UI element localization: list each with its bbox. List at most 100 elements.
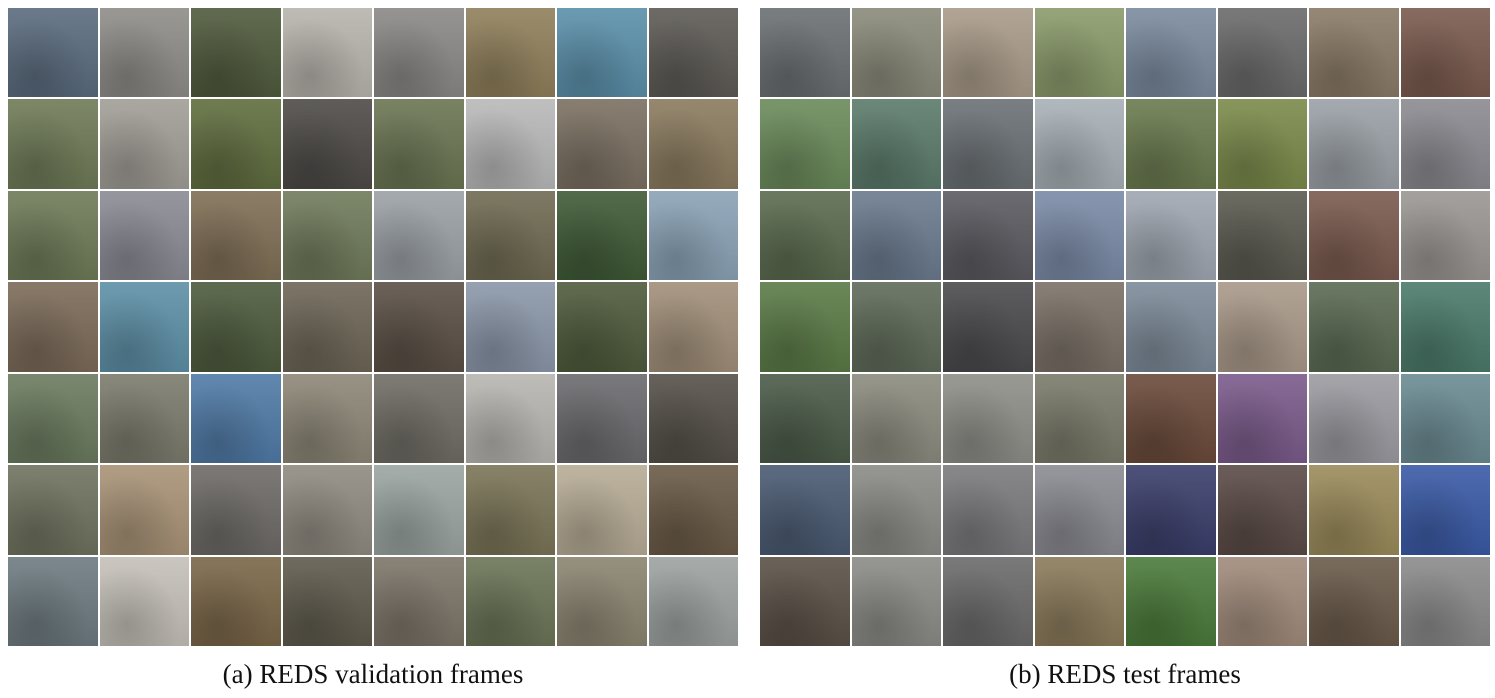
frame-thumbnail <box>8 373 98 464</box>
frame-thumbnail <box>465 8 555 98</box>
frame-thumbnail <box>1126 465 1216 555</box>
frame-thumbnail <box>943 282 1033 372</box>
frame-thumbnail <box>465 99 555 189</box>
frame-thumbnail <box>282 465 372 555</box>
frame-thumbnail <box>557 282 647 372</box>
frame-thumbnail <box>1126 8 1216 98</box>
frame-thumbnail <box>1034 8 1124 98</box>
frame-thumbnail <box>1400 465 1490 555</box>
frame-thumbnail <box>1034 190 1124 281</box>
frame-thumbnail <box>760 282 850 372</box>
frame-thumbnail <box>99 556 189 646</box>
frame-thumbnail <box>760 556 850 646</box>
frame-thumbnail <box>851 8 941 98</box>
frame-thumbnail <box>465 282 555 372</box>
test-frames-grid <box>760 8 1490 646</box>
frame-thumbnail <box>1309 190 1399 281</box>
frame-thumbnail <box>191 465 281 555</box>
frame-thumbnail <box>1217 282 1307 372</box>
frame-thumbnail <box>851 99 941 189</box>
frame-thumbnail <box>1034 282 1124 372</box>
frame-thumbnail <box>8 282 98 372</box>
frame-thumbnail <box>1217 190 1307 281</box>
frame-thumbnail <box>99 99 189 189</box>
frame-thumbnail <box>374 373 464 464</box>
frame-thumbnail <box>557 190 647 281</box>
frame-thumbnail <box>557 8 647 98</box>
frame-thumbnail <box>648 99 738 189</box>
frame-thumbnail <box>1034 556 1124 646</box>
frame-thumbnail <box>557 99 647 189</box>
frame-thumbnail <box>99 373 189 464</box>
frame-thumbnail <box>8 556 98 646</box>
frame-thumbnail <box>760 465 850 555</box>
frame-thumbnail <box>1400 190 1490 281</box>
validation-frames-caption: (a) REDS validation frames <box>222 659 524 689</box>
frame-thumbnail <box>1400 8 1490 98</box>
frame-thumbnail <box>760 190 850 281</box>
validation-frames-panel <box>8 8 738 650</box>
frame-thumbnail <box>99 8 189 98</box>
frame-thumbnail <box>374 282 464 372</box>
frame-thumbnail <box>648 556 738 646</box>
frame-thumbnail <box>191 373 281 464</box>
frame-thumbnail <box>1034 99 1124 189</box>
frame-thumbnail <box>1309 556 1399 646</box>
frame-thumbnail <box>851 282 941 372</box>
frame-thumbnail <box>8 99 98 189</box>
frame-thumbnail <box>191 99 281 189</box>
frame-thumbnail <box>282 373 372 464</box>
frame-thumbnail <box>1217 373 1307 464</box>
frame-thumbnail <box>1217 556 1307 646</box>
frame-thumbnail <box>1309 373 1399 464</box>
frame-thumbnail <box>282 190 372 281</box>
frame-thumbnail <box>8 465 98 555</box>
frame-thumbnail <box>851 465 941 555</box>
frame-thumbnail <box>1309 8 1399 98</box>
frame-thumbnail <box>191 282 281 372</box>
frame-thumbnail <box>648 190 738 281</box>
frame-thumbnail <box>943 8 1033 98</box>
frame-thumbnail <box>8 190 98 281</box>
frame-thumbnail <box>1400 556 1490 646</box>
frame-thumbnail <box>374 465 464 555</box>
frame-thumbnail <box>851 556 941 646</box>
frame-thumbnail <box>1126 373 1216 464</box>
frame-thumbnail <box>760 8 850 98</box>
frame-thumbnail <box>465 465 555 555</box>
frame-thumbnail <box>374 99 464 189</box>
frame-thumbnail <box>1309 465 1399 555</box>
frame-thumbnail <box>374 556 464 646</box>
frame-thumbnail <box>465 190 555 281</box>
frame-thumbnail <box>191 190 281 281</box>
frame-thumbnail <box>943 556 1033 646</box>
frame-thumbnail <box>1309 99 1399 189</box>
frame-thumbnail <box>1126 556 1216 646</box>
frame-thumbnail <box>99 282 189 372</box>
frame-thumbnail <box>1309 282 1399 372</box>
frame-thumbnail <box>1400 282 1490 372</box>
frame-thumbnail <box>1217 8 1307 98</box>
frame-thumbnail <box>191 556 281 646</box>
frame-thumbnail <box>648 465 738 555</box>
frame-thumbnail <box>943 99 1033 189</box>
frame-thumbnail <box>1400 373 1490 464</box>
frame-thumbnail <box>1217 99 1307 189</box>
frame-thumbnail <box>1400 99 1490 189</box>
frame-thumbnail <box>1217 465 1307 555</box>
test-frames-panel <box>760 8 1490 650</box>
frame-thumbnail <box>760 373 850 464</box>
frame-thumbnail <box>851 373 941 464</box>
frame-thumbnail <box>648 8 738 98</box>
frame-thumbnail <box>191 8 281 98</box>
frame-thumbnail <box>557 465 647 555</box>
frame-thumbnail <box>557 556 647 646</box>
frame-thumbnail <box>465 373 555 464</box>
frame-thumbnail <box>1126 282 1216 372</box>
frame-thumbnail <box>99 190 189 281</box>
frame-thumbnail <box>8 8 98 98</box>
frame-thumbnail <box>282 99 372 189</box>
frame-thumbnail <box>943 373 1033 464</box>
frame-thumbnail <box>282 8 372 98</box>
test-frames-caption: (b) REDS test frames <box>1009 659 1241 689</box>
